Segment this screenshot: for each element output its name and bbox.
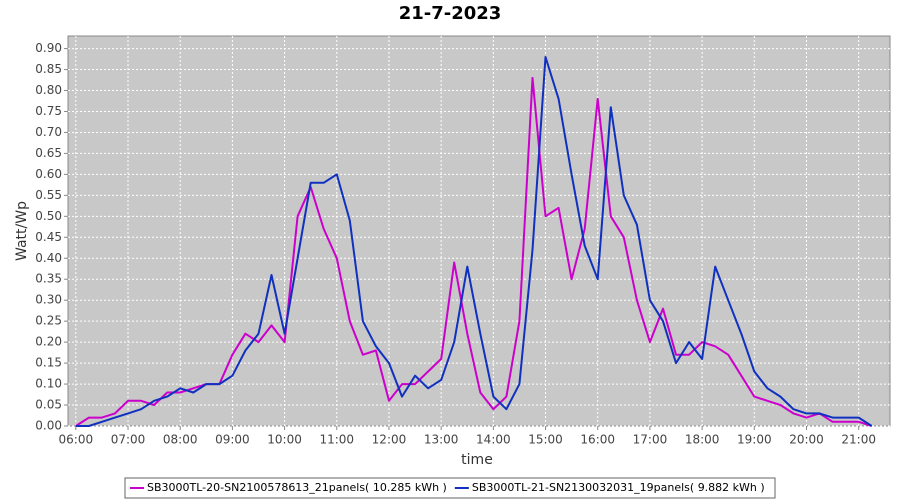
y-tick-label: 0.60 [35,167,62,181]
x-tick-label: 16:00 [580,433,615,447]
y-tick-label: 0.35 [35,272,62,286]
legend-label: SB3000TL-21-SN2130032031_19panels( 9.882… [472,481,765,494]
y-tick-label: 0.30 [35,293,62,307]
x-tick-label: 07:00 [111,433,146,447]
x-tick-label: 14:00 [476,433,511,447]
x-tick-label: 15:00 [528,433,563,447]
y-tick-label: 0.05 [35,398,62,412]
x-tick-label: 13:00 [424,433,459,447]
x-tick-label: 20:00 [789,433,824,447]
y-tick-label: 0.20 [35,335,62,349]
series-line [75,56,873,427]
x-tick-label: 10:00 [267,433,302,447]
legend [124,477,776,499]
y-tick-label: 0.70 [35,125,62,139]
x-tick-label: 21:00 [841,433,876,447]
y-tick-label: 0.10 [35,377,62,391]
y-tick-label: 0.00 [35,419,62,433]
y-tick-label: 0.75 [35,104,62,118]
x-tick-label: 08:00 [163,433,198,447]
x-axis-label: time [461,452,493,468]
x-tick-label: 11:00 [319,433,354,447]
x-tick-label: 18:00 [685,433,720,447]
y-tick-label: 0.65 [35,146,62,160]
x-tick-label: 17:00 [633,433,668,447]
y-tick-label: 0.45 [35,230,62,244]
y-tick-label: 0.15 [35,356,62,370]
x-tick-label: 19:00 [737,433,772,447]
y-tick-label: 0.55 [35,188,62,202]
y-tick-label: 0.80 [35,83,62,97]
y-tick-label: 0.40 [35,251,62,265]
y-axis-label: Watt/Wp [14,201,30,261]
y-tick-label: 0.85 [35,62,62,76]
y-tick-label: 0.50 [35,209,62,223]
x-tick-label: 12:00 [372,433,407,447]
legend-label: SB3000TL-20-SN2100578613_21panels( 10.28… [147,481,447,494]
plot-area [67,35,891,427]
x-tick-label: 09:00 [215,433,250,447]
x-tick-label: 06:00 [59,433,94,447]
chart-title: 21-7-2023 [399,3,502,24]
y-tick-label: 0.25 [35,314,62,328]
y-tick-label: 0.90 [35,41,62,55]
